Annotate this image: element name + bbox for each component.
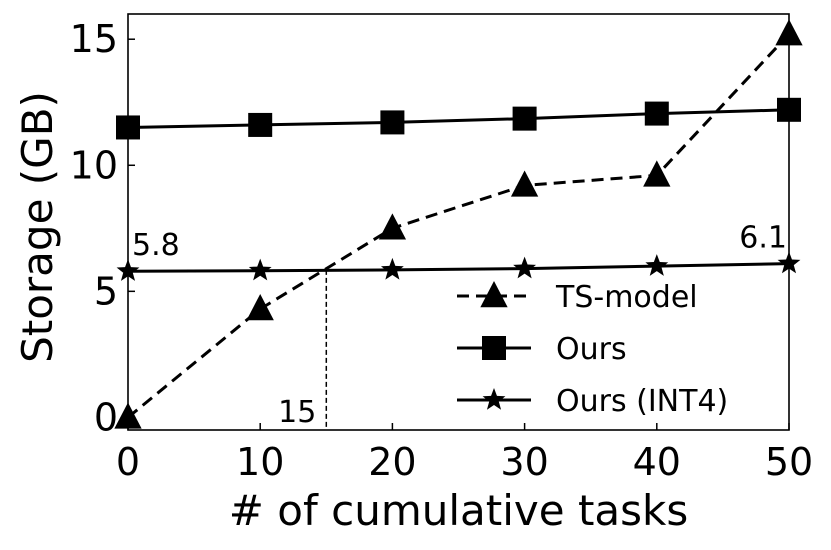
plot-frame xyxy=(127,13,790,431)
y-tick-label: 10 xyxy=(70,143,118,187)
x-tick-label: 20 xyxy=(368,440,416,484)
ticks-layer: 0 10 20 30 40 50 0 5 10 15 xyxy=(70,17,814,484)
legend-entry: TS-model xyxy=(457,280,698,315)
data-point xyxy=(380,110,405,135)
x-tick-label: 10 xyxy=(236,440,284,484)
annotation-label: 6.1 xyxy=(739,221,787,256)
x-tick-label: 40 xyxy=(633,440,681,484)
y-axis-label: Storage (GB) xyxy=(13,91,62,363)
legend-marker xyxy=(482,388,506,410)
data-point xyxy=(645,254,669,276)
x-tick-label: 0 xyxy=(116,440,140,484)
plot-layer xyxy=(114,19,803,430)
legend-label: Ours xyxy=(556,332,627,367)
legend-entry: Ours (INT4) xyxy=(457,384,728,419)
y-tick-label: 15 xyxy=(70,17,118,61)
legend-marker xyxy=(480,281,508,308)
data-point xyxy=(380,257,404,280)
y-tick-label: 5 xyxy=(94,269,118,313)
data-point xyxy=(512,106,537,131)
series-line xyxy=(127,262,790,273)
series-line xyxy=(127,108,790,129)
y-tick-label: 0 xyxy=(94,395,118,439)
annotation-label: 15 xyxy=(278,395,316,430)
annotations-layer: 5.8 6.1 15 xyxy=(132,221,787,430)
annotation-label: 5.8 xyxy=(132,228,180,263)
x-tick-label: 30 xyxy=(500,440,548,484)
series-ts-model xyxy=(114,19,803,429)
data-point xyxy=(246,294,274,321)
data-point xyxy=(644,101,669,126)
legend-label: Ours (INT4) xyxy=(556,384,728,419)
legend-marker xyxy=(482,336,506,360)
data-point xyxy=(248,112,273,137)
series-ours-int4 xyxy=(116,251,801,281)
series-ours xyxy=(116,97,801,140)
data-point xyxy=(510,170,539,197)
data-point xyxy=(378,213,407,240)
legend-entry: Ours xyxy=(457,332,627,367)
legend-label: TS-model xyxy=(555,280,698,315)
data-point xyxy=(513,256,537,279)
x-tick-label: 50 xyxy=(765,440,813,484)
series-line xyxy=(127,33,791,419)
x-axis-label: # of cumulative tasks xyxy=(229,486,689,535)
data-point xyxy=(248,258,272,281)
legend: TS-model Ours Ours (INT4) xyxy=(457,280,728,419)
data-point xyxy=(643,160,671,187)
